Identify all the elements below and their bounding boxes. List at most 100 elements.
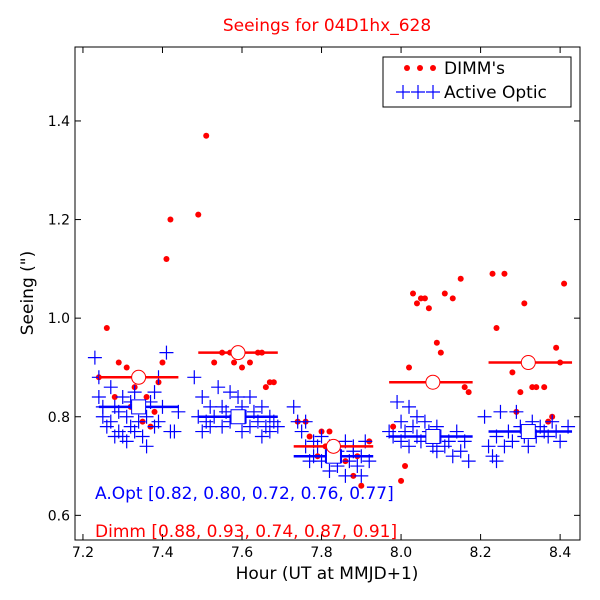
y-tick-label: 0.8 — [48, 410, 70, 426]
dimm-point — [501, 270, 508, 277]
aopt-point — [298, 414, 313, 429]
aopt-point — [103, 380, 118, 395]
aopt-point — [402, 439, 417, 454]
dimm-point — [517, 389, 524, 396]
aopt-point — [322, 463, 337, 478]
plot-area — [74, 46, 581, 541]
axis-ticks: 7.2 7.4 7.6 7.8 8.0 8.2 8.4 0.6 0.8 1.0 1.2 1.4 — [48, 47, 580, 561]
legend-aopt-marker — [426, 85, 440, 99]
dimm-point — [561, 280, 568, 287]
aopt-point — [242, 390, 257, 405]
x-tick-label: 7.2 — [72, 545, 94, 561]
aopt-point — [286, 399, 301, 414]
dimm-point — [433, 339, 440, 346]
dimm-point — [521, 300, 528, 307]
aopt-point — [95, 409, 110, 424]
dimm-point — [425, 305, 432, 312]
x-tick-label: 7.6 — [231, 545, 253, 561]
aopt-point — [453, 444, 468, 459]
aopt-point — [294, 424, 309, 439]
aopt-point — [147, 385, 162, 400]
legend-dimm-marker — [417, 65, 423, 71]
aopt-mean-annotation: A.Opt [0.82, 0.80, 0.72, 0.76, 0.77] — [95, 484, 394, 504]
dimm-mean-marker — [425, 374, 441, 390]
aopt-point — [553, 434, 568, 449]
aopt-point — [119, 409, 134, 424]
aopt-point — [87, 350, 102, 365]
aopt-point — [497, 439, 512, 454]
y-axis-label: Seeing (") — [18, 251, 38, 336]
aopt-point — [115, 390, 130, 405]
aopt-point — [545, 414, 560, 429]
dimm-point — [270, 379, 277, 386]
aopt-point — [135, 429, 150, 444]
y-tick-label: 1.2 — [48, 213, 70, 229]
aopt-point — [521, 439, 536, 454]
dimm-point — [159, 359, 166, 366]
aopt-point — [211, 380, 226, 395]
dimm-mean-marker — [325, 438, 341, 454]
aopt-point — [171, 404, 186, 419]
dimm-mean-marker — [520, 355, 536, 371]
x-tick-label: 7.4 — [151, 545, 173, 561]
legend-dimm-marker — [404, 65, 410, 71]
dimm-point — [533, 384, 540, 391]
dimm-mean-annotation: Dimm [0.88, 0.93, 0.74, 0.87, 0.91] — [95, 522, 397, 542]
dimm-point — [163, 255, 170, 262]
aopt-point — [509, 404, 524, 419]
dimm-point — [231, 359, 238, 366]
dimm-point — [493, 325, 500, 332]
legend-aopt-marker — [396, 85, 410, 99]
dimm-point — [390, 423, 397, 430]
aopt-point — [350, 459, 365, 474]
dimm-point — [553, 344, 560, 351]
legend-box — [382, 56, 572, 108]
dimm-point — [306, 433, 313, 440]
aopt-point — [262, 424, 277, 439]
dimm-point — [350, 472, 357, 479]
aopt-point — [481, 439, 496, 454]
dimm-point — [441, 290, 448, 297]
x-tick-label: 8.2 — [469, 545, 491, 561]
dimm-point — [123, 364, 130, 371]
aopt-point — [354, 468, 369, 483]
aopt-point — [139, 439, 154, 454]
aopt-point — [489, 454, 504, 469]
dimm-point — [398, 477, 405, 484]
dimm-mean-marker — [131, 369, 147, 385]
dimm-point — [461, 384, 468, 391]
dimm-point — [437, 349, 444, 356]
dimm-point — [115, 359, 122, 366]
dimm-mean-marker — [230, 345, 246, 361]
aopt-point — [159, 345, 174, 360]
aopt-point — [338, 468, 353, 483]
dimm-point — [262, 384, 269, 391]
aopt-point — [417, 414, 432, 429]
dimm-point — [246, 359, 253, 366]
dimm-point — [195, 211, 202, 218]
aopt-point — [187, 370, 202, 385]
dimm-point — [465, 389, 472, 396]
aopt-mean-marker — [230, 409, 246, 425]
x-axis-label: Hour (UT at MMJD+1) — [236, 564, 419, 584]
bin-mean-marks — [98, 345, 573, 464]
y-tick-label: 1.4 — [48, 114, 70, 130]
aopt-point — [127, 385, 142, 400]
legend-label-active-optic: Active Optic — [444, 83, 547, 103]
dimm-point — [457, 275, 464, 282]
aopt-point — [477, 409, 492, 424]
aopt-point — [195, 390, 210, 405]
y-tick-label: 1.0 — [48, 311, 70, 327]
aopt-point — [429, 444, 444, 459]
aopt-point — [131, 414, 146, 429]
aopt-point — [139, 409, 154, 424]
aopt-point — [402, 399, 417, 414]
dimm-point — [489, 270, 496, 277]
aopt-point — [231, 390, 246, 405]
dimm-point — [203, 132, 210, 139]
dimm-point — [111, 394, 118, 401]
dimm-point — [413, 300, 420, 307]
aopt-point — [242, 419, 257, 434]
dimm-point — [151, 408, 158, 415]
